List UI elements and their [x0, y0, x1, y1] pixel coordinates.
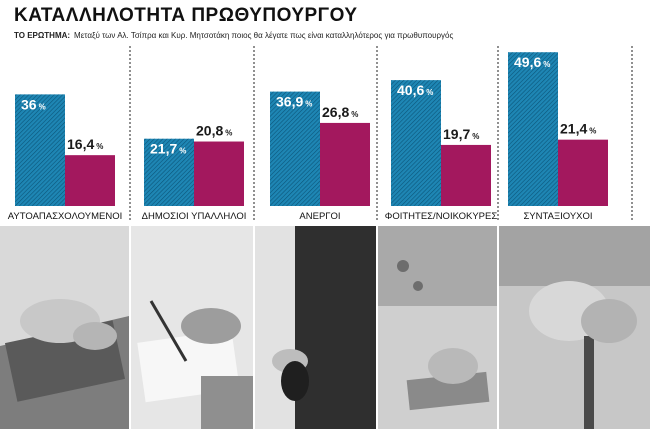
question-label: ΤΟ ΕΡΩΤΗΜΑ:	[14, 31, 71, 40]
data-label-series-b: 19,7%	[443, 126, 479, 142]
data-label-unit: %	[39, 102, 46, 111]
data-label-series-b: 16,4%	[67, 136, 103, 152]
bar-series-b	[194, 141, 244, 206]
data-label-unit: %	[543, 60, 550, 69]
laptop-typing-photo	[0, 226, 129, 429]
bar-series-a-hatch	[508, 52, 558, 206]
bar-series-b	[65, 155, 115, 206]
category-label: ΑΝΕΡΓΟΙ	[299, 211, 340, 222]
data-label-series-b: 26,8%	[322, 104, 358, 120]
data-label-series-b: 21,4%	[560, 121, 596, 137]
category-label: ΑΥΤΟΑΠΑΣΧΟΛΟΥΜΕΝΟΙ	[8, 211, 122, 222]
data-label-series-b: 20,8%	[196, 123, 232, 139]
data-label-unit: %	[305, 100, 312, 109]
category-label: ΣΥΝΤΑΞΙΟΥΧΟΙ	[523, 211, 592, 222]
bar-series-a-hatch	[15, 94, 65, 206]
category-label: ΦΟΙΤΗΤΕΣ/ΝΟΙΚΟΚΥΡΕΣ	[385, 211, 498, 222]
bar-series-b	[320, 122, 370, 206]
chart-title: ΚΑΤΑΛΛΗΛΟΤΗΤΑ ΠΡΩΘΥΠΟΥΡΓΟΥ	[14, 5, 358, 26]
data-label-unit: %	[472, 132, 479, 141]
data-label-unit: %	[225, 129, 232, 138]
hand-cleaning-photo	[378, 226, 497, 429]
bar-series-a-hatch	[391, 80, 441, 206]
photo-strip	[0, 226, 650, 429]
bar-series-b	[441, 144, 491, 206]
bar-series-a-hatch	[270, 91, 320, 206]
data-label-unit: %	[179, 147, 186, 156]
category-label: ΔΗΜΟΣΙΟΙ ΥΠΑΛΛΗΛΟΙ	[142, 211, 247, 222]
data-label-unit: %	[351, 110, 358, 119]
hand-writing-photo	[131, 226, 253, 429]
question-text: Μεταξύ των Αλ. Τσίπρα και Κυρ. Μητσοτάκη…	[74, 31, 454, 40]
empty-pockets-photo	[255, 226, 376, 429]
elderly-hands-cane-photo	[499, 226, 650, 429]
data-label-unit: %	[426, 88, 433, 97]
data-label-unit: %	[589, 127, 596, 136]
bar-series-b	[558, 139, 608, 206]
data-label-unit: %	[96, 142, 103, 151]
question-line: ΤΟ ΕΡΩΤΗΜΑ: Μεταξύ των Αλ. Τσίπρα και Κυρ…	[14, 31, 634, 40]
bar-series-a-hatch	[144, 138, 194, 206]
